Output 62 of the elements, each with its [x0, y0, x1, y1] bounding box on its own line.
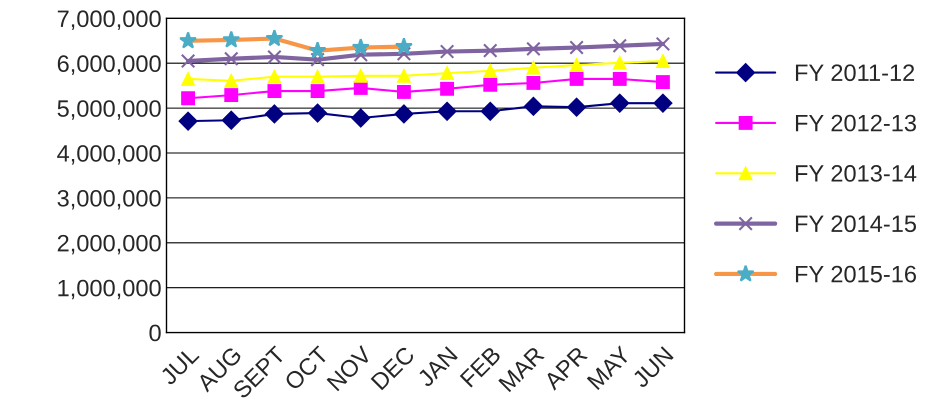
point — [224, 88, 238, 102]
point — [181, 72, 196, 86]
point — [569, 40, 584, 55]
point — [310, 52, 325, 67]
point — [394, 104, 414, 124]
point — [440, 66, 454, 80]
point — [310, 84, 325, 98]
y-tick-label: 1,000,000 — [58, 280, 161, 300]
point — [612, 72, 627, 86]
y-tick-label: 6,000,000 — [58, 55, 161, 75]
y-tick-label: 3,000,000 — [58, 190, 161, 210]
point — [222, 110, 241, 130]
point — [656, 54, 670, 68]
point — [224, 74, 238, 88]
point — [267, 70, 282, 84]
point — [480, 102, 500, 121]
point — [224, 51, 239, 66]
x-tick-label: JUL — [159, 345, 200, 386]
point — [526, 60, 540, 75]
point — [526, 42, 541, 56]
y-tick-label: 5,000,000 — [58, 100, 161, 120]
legend-label: FY 2012-13 — [796, 114, 916, 132]
legend-label: FY 2011-12 — [796, 64, 914, 82]
y-tick-label: 0 — [149, 324, 161, 342]
point — [570, 58, 584, 72]
x-tick-label: JAN — [416, 346, 458, 388]
point — [612, 38, 628, 54]
point — [310, 70, 325, 84]
point — [396, 46, 412, 62]
point — [178, 112, 198, 131]
point — [612, 56, 627, 70]
point — [438, 102, 457, 121]
point — [526, 76, 540, 90]
point — [351, 108, 370, 128]
legend-label: FY 2014-15 — [796, 215, 916, 232]
point — [181, 91, 196, 106]
point — [440, 82, 454, 96]
point — [396, 85, 411, 99]
y-tick-label: 7,000,000 — [58, 10, 161, 30]
point — [610, 94, 630, 113]
point — [264, 104, 284, 124]
point — [656, 36, 670, 52]
point — [570, 72, 584, 86]
point — [267, 50, 282, 64]
y-tick-label: 2,000,000 — [58, 234, 161, 254]
point — [440, 44, 454, 59]
point — [483, 64, 498, 78]
point — [396, 68, 411, 83]
point — [524, 96, 543, 116]
point — [353, 47, 368, 62]
point — [482, 43, 498, 58]
point — [483, 78, 498, 92]
point — [567, 98, 586, 117]
point — [267, 84, 282, 98]
y-tick-label: 4,000,000 — [57, 145, 161, 165]
point — [354, 68, 368, 83]
point — [656, 75, 670, 90]
point — [308, 104, 328, 123]
point — [653, 94, 672, 113]
legend-label: FY 2013-14 — [796, 165, 916, 182]
point — [180, 54, 196, 68]
legend-label: FY 2015-16 — [796, 266, 916, 282]
